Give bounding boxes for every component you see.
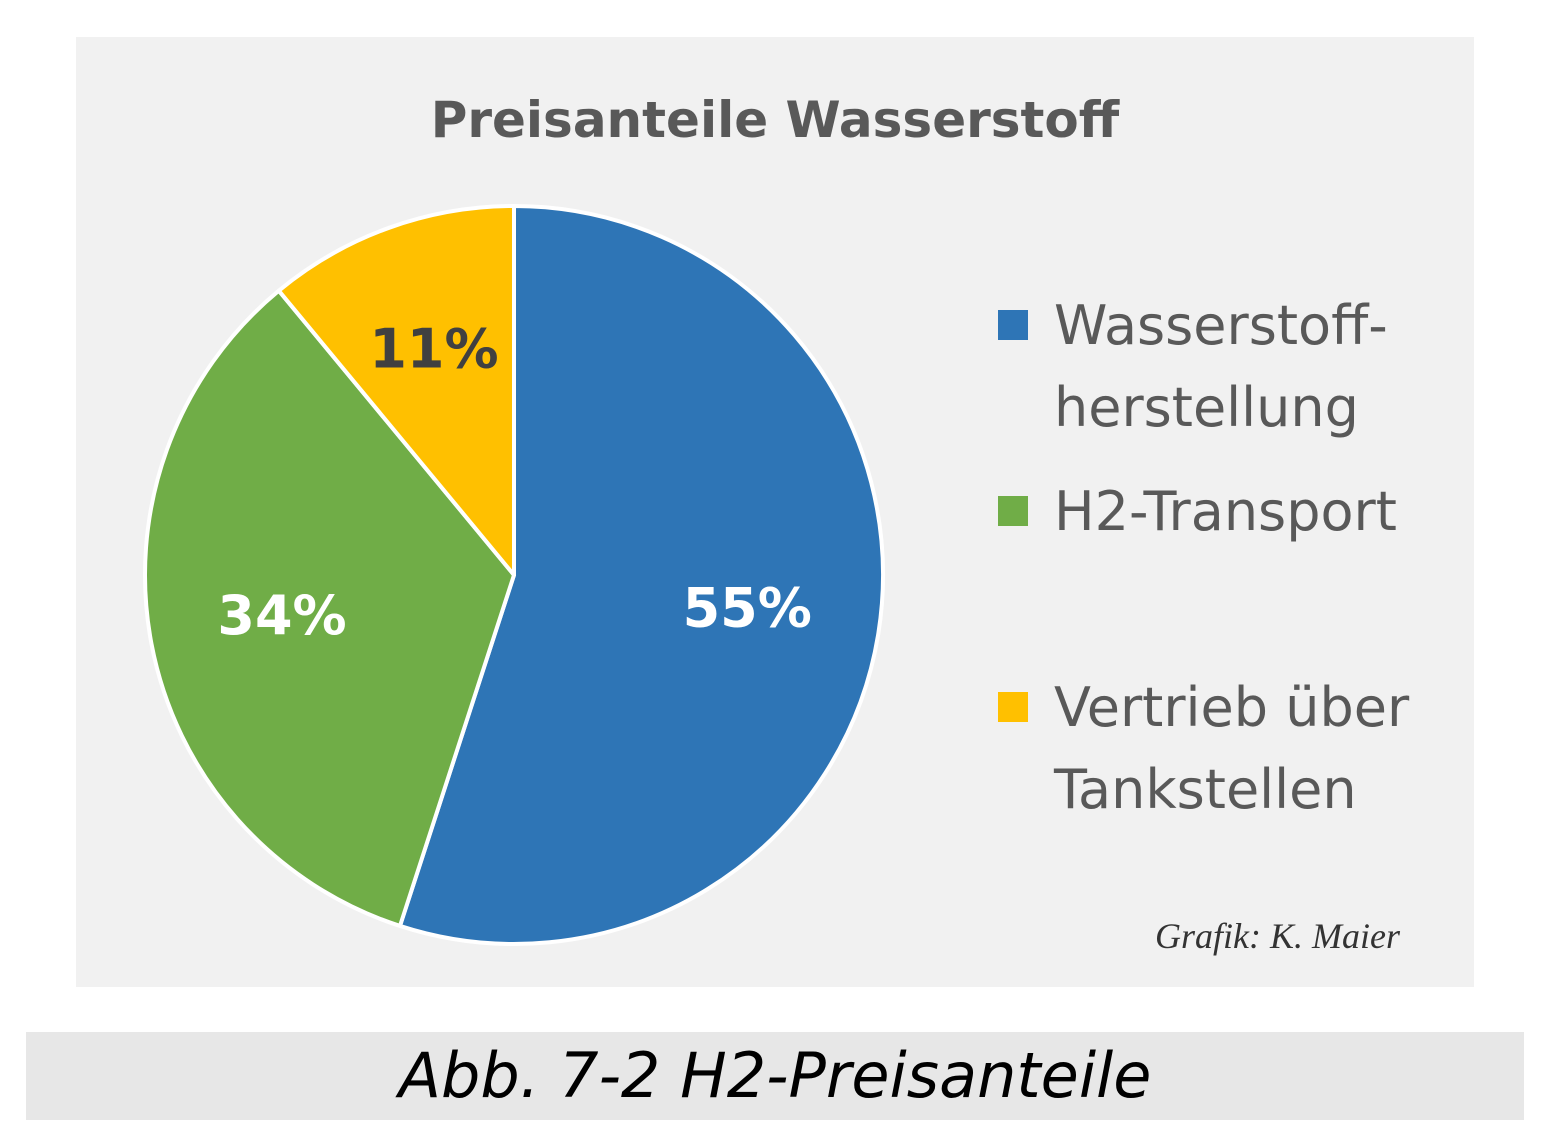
chart-panel: Preisanteile Wasserstoff 55% 34% 11% Wasse… [76, 37, 1474, 987]
pie-chart: 55% 34% 11% [143, 204, 885, 946]
pie-slice-h2-transport [143, 288, 516, 928]
legend-item-vertrieb-tankstellen: Vertrieb über Tankstellen [998, 667, 1454, 831]
figure-caption: Abb. 7-2 H2-Preisanteile [398, 1039, 1152, 1112]
chart-credit: Grafik: K. Maier [1155, 916, 1400, 956]
legend-item-h2-transport: H2-Transport [998, 471, 1454, 553]
data-label-wasserstoffherstellung: 55% [683, 577, 812, 640]
legend-label-h2-transport: H2-Transport [1054, 480, 1397, 543]
data-label-h2-transport: 34% [217, 584, 346, 647]
legend-label-wasserstoffherstellung: Wasserstoff- herstellung [1054, 294, 1388, 439]
pie-slice-vertrieb-tankstellen [276, 204, 516, 577]
data-label-vertrieb-tankstellen: 11% [369, 317, 498, 380]
legend-swatch-h2-transport [998, 496, 1028, 526]
legend-swatch-vertrieb-tankstellen [998, 692, 1028, 722]
legend-label-vertrieb-tankstellen: Vertrieb über Tankstellen [1054, 676, 1410, 821]
pie-slice-wasserstoffherstellung [397, 204, 885, 946]
figure-caption-bar: Abb. 7-2 H2-Preisanteile [26, 1032, 1524, 1120]
legend-swatch-wasserstoffherstellung [998, 310, 1028, 340]
legend-item-wasserstoffherstellung: Wasserstoff- herstellung [998, 285, 1454, 449]
chart-title: Preisanteile Wasserstoff [430, 91, 1120, 149]
